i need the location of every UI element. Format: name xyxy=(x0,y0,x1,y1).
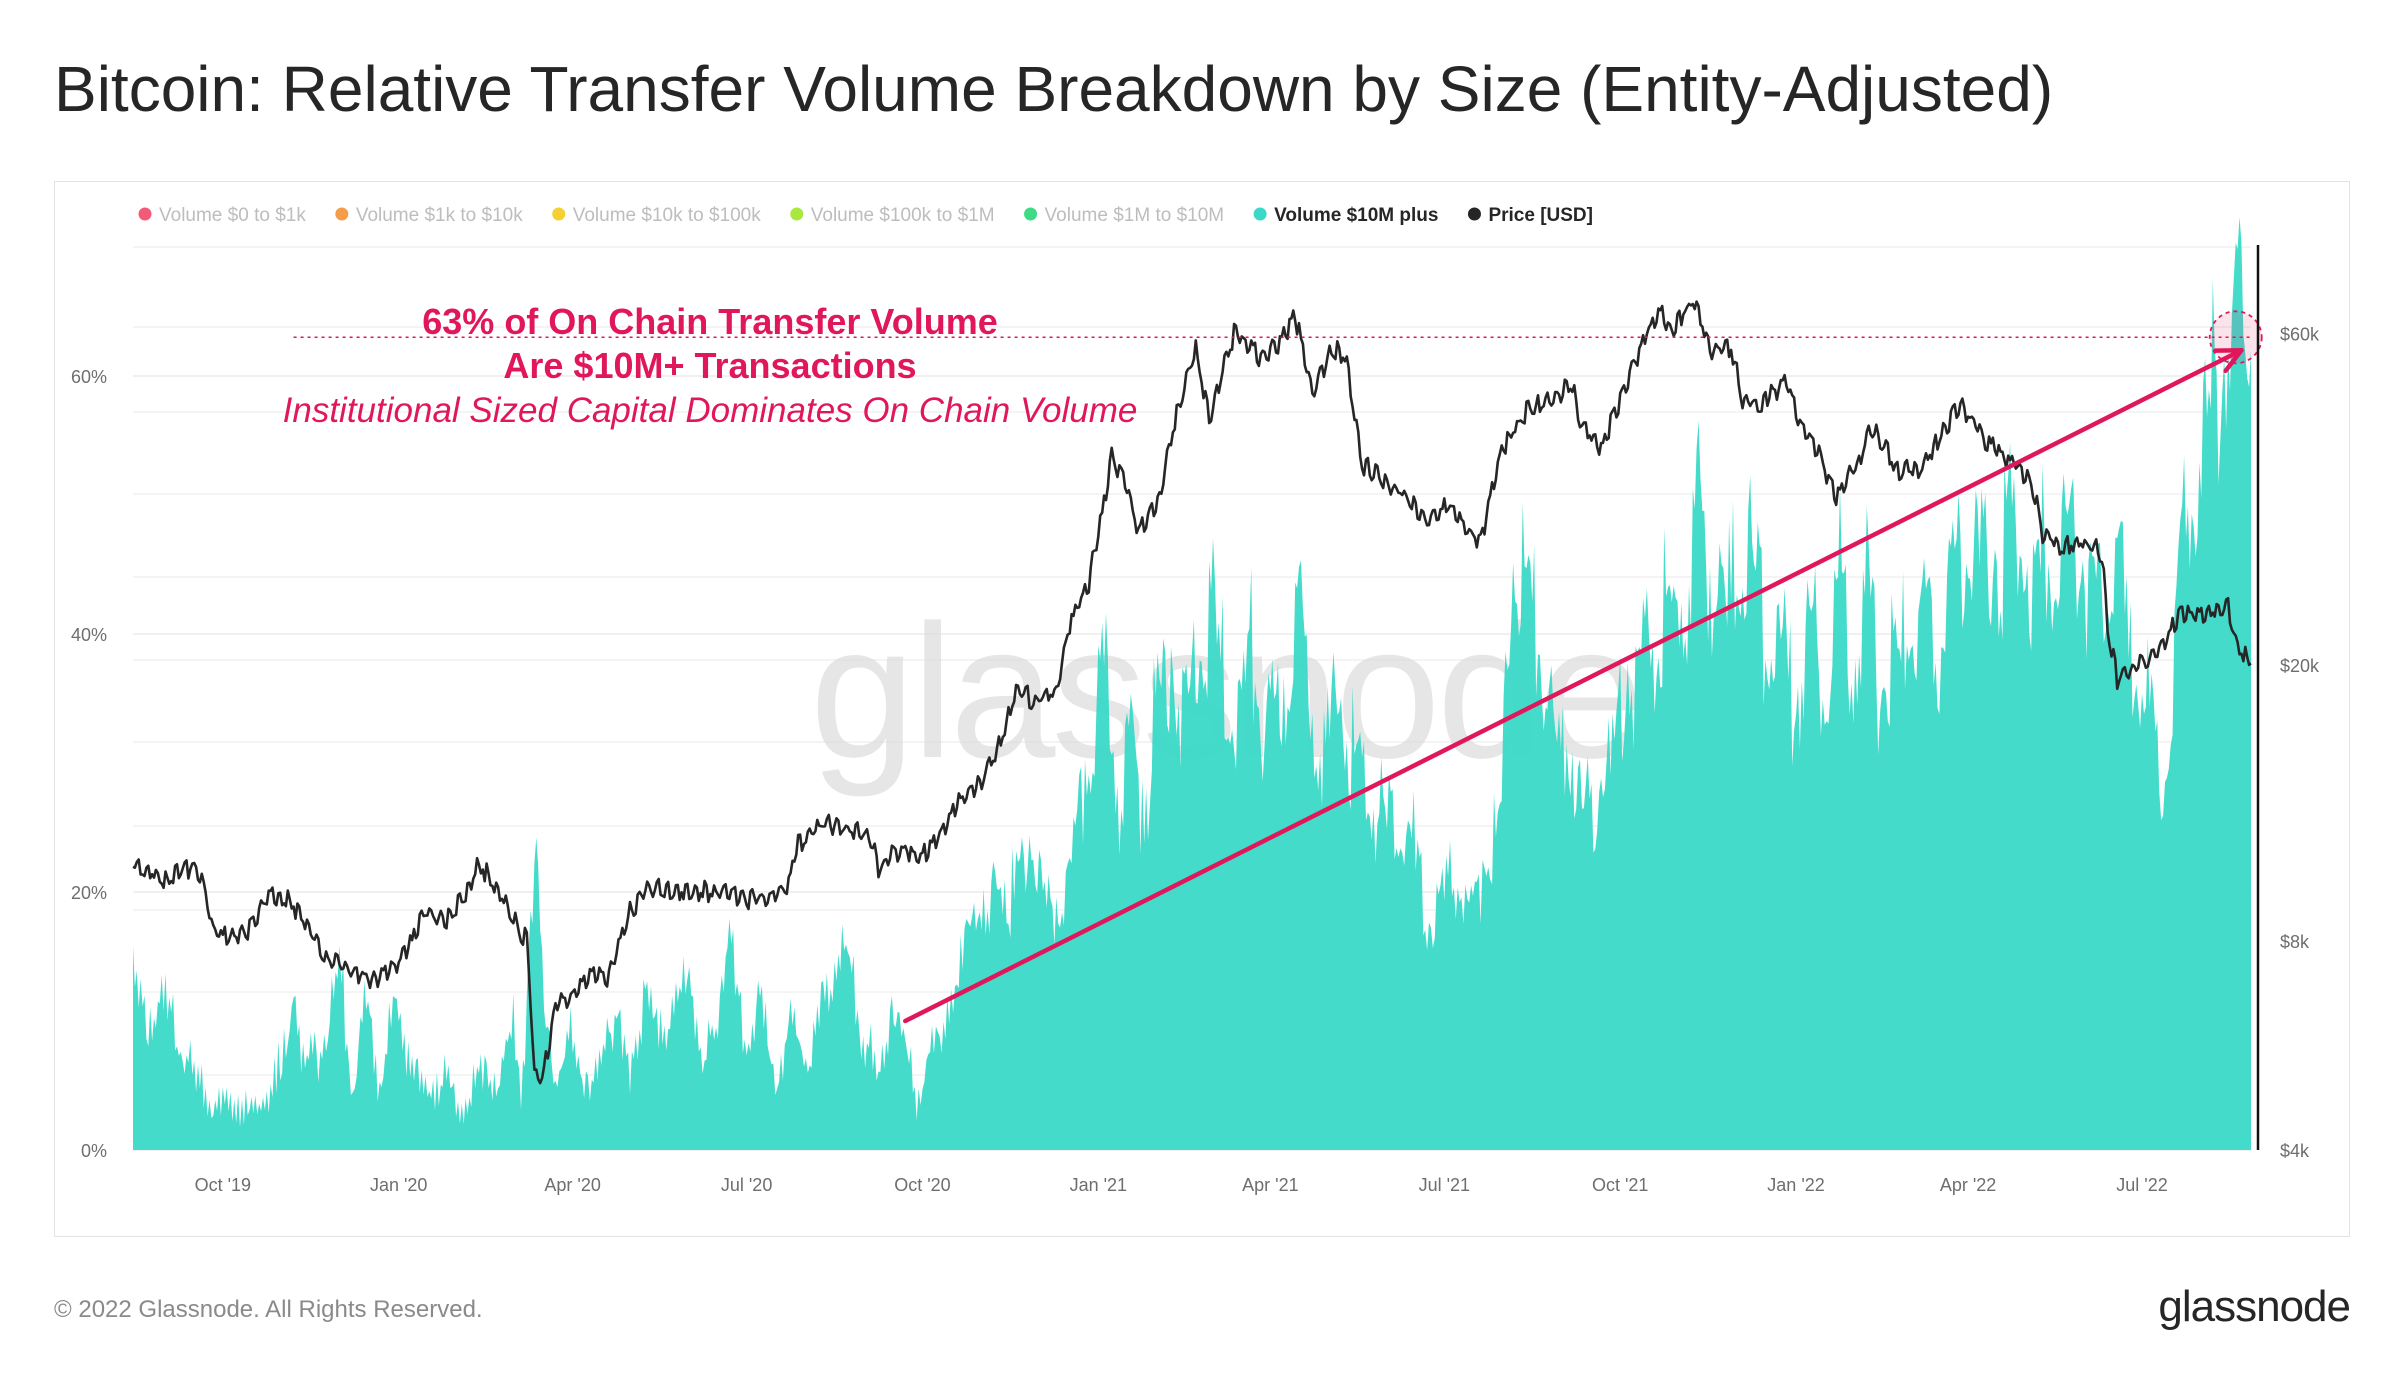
y-left-tick-40: 40% xyxy=(71,625,107,645)
annotation-highlight-circle xyxy=(2208,310,2263,365)
y-left-tick-60: 60% xyxy=(71,367,107,387)
x-tick-oct-21: Oct '21 xyxy=(1592,1175,1648,1195)
page-title: Bitcoin: Relative Transfer Volume Breakd… xyxy=(54,53,2054,125)
x-tick-oct-20: Oct '20 xyxy=(894,1175,950,1195)
x-tick-jan-20: Jan '20 xyxy=(370,1175,427,1195)
y-left-tick-20: 20% xyxy=(71,883,107,903)
legend-label-volume-100k-to-1m: Volume $100k to $1M xyxy=(811,205,995,226)
legend-dot-volume-10m-plus xyxy=(1253,207,1267,221)
x-tick-oct-19: Oct '19 xyxy=(195,1175,251,1195)
area-volume-10m-plus xyxy=(133,217,2251,1151)
x-tick-jan-22: Jan '22 xyxy=(1767,1175,1824,1195)
legend-label-volume-10k-to-100k: Volume $10k to $100k xyxy=(573,205,762,226)
x-tick-jul-22: Jul '22 xyxy=(2116,1175,2167,1195)
annotation-headline-1: 63% of On Chain Transfer Volume xyxy=(422,301,997,342)
series-volume-10m-plus xyxy=(133,217,2251,1151)
chart-svg: Volume $0 to $1k Volume $1k to $10k Volume… xyxy=(71,205,2320,1195)
glassnode-logo: glassnode xyxy=(2158,1282,2351,1331)
annotation-arrow-head xyxy=(2213,347,2244,374)
annotation-trend-arrow xyxy=(903,347,2244,1024)
annotation-subline: Institutional Sized Capital Dominates On… xyxy=(283,391,1138,430)
legend-item-volume-1k-to-10k: Volume $1k to $10k xyxy=(335,205,523,226)
chart-container: Volume $0 to $1k Volume $1k to $10k Volume… xyxy=(54,181,2350,1237)
series-price-usd xyxy=(132,300,2252,1085)
x-tick-jan-21: Jan '21 xyxy=(1070,1175,1127,1195)
legend-label-volume-0-to-1k: Volume $0 to $1k xyxy=(159,205,306,226)
axes: 0% 20% 40% 60% $4k $8k $20k $60k Oct '19 Jan '20 A… xyxy=(71,245,2320,1195)
legend-dot-volume-10k-to-100k xyxy=(552,207,566,221)
legend-label-volume-10m-plus: Volume $10M plus xyxy=(1274,205,1438,226)
y-left-tick-0: 0% xyxy=(81,1141,107,1161)
legend-dot-volume-1m-to-10m xyxy=(1024,207,1038,221)
annotation-headline-2: Are $10M+ Transactions xyxy=(503,345,916,386)
legend-item-volume-100k-to-1m: Volume $100k to $1M xyxy=(790,205,995,226)
y-right-tick-60k: $60k xyxy=(2280,325,2320,345)
legend: Volume $0 to $1k Volume $1k to $10k Volume… xyxy=(138,205,1593,226)
y-right-tick-4k: $4k xyxy=(2280,1141,2310,1161)
legend-label-volume-1k-to-10k: Volume $1k to $10k xyxy=(356,205,523,226)
legend-item-volume-1m-to-10m: Volume $1M to $10M xyxy=(1024,205,1224,226)
y-right-tick-20k: $20k xyxy=(2280,656,2320,676)
x-tick-apr-22: Apr '22 xyxy=(1940,1175,1996,1195)
legend-item-volume-10m-plus: Volume $10M plus xyxy=(1253,205,1438,226)
x-tick-apr-20: Apr '20 xyxy=(544,1175,600,1195)
line-price-usd xyxy=(132,300,2252,1085)
legend-dot-volume-100k-to-1m xyxy=(790,207,804,221)
footer-copyright: © 2022 Glassnode. All Rights Reserved. xyxy=(54,1296,483,1323)
legend-dot-volume-1k-to-10k xyxy=(335,207,349,221)
legend-label-price-usd: Price [USD] xyxy=(1488,205,1593,226)
legend-item-volume-10k-to-100k: Volume $10k to $100k xyxy=(552,205,761,226)
legend-item-volume-0-to-1k: Volume $0 to $1k xyxy=(138,205,306,226)
x-tick-apr-21: Apr '21 xyxy=(1242,1175,1298,1195)
x-tick-jul-20: Jul '20 xyxy=(721,1175,772,1195)
x-tick-jul-21: Jul '21 xyxy=(1419,1175,1470,1195)
legend-dot-price-usd xyxy=(1467,207,1481,221)
legend-label-volume-1m-to-10m: Volume $1M to $10M xyxy=(1045,205,1225,226)
y-right-tick-8k: $8k xyxy=(2280,932,2310,952)
legend-item-price-usd: Price [USD] xyxy=(1467,205,1593,226)
legend-dot-volume-0-to-1k xyxy=(138,207,152,221)
